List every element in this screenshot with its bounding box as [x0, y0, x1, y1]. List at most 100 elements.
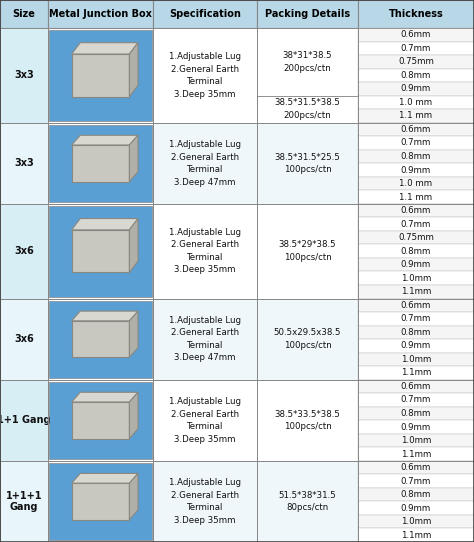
- Bar: [257, 28, 358, 95]
- Bar: [72, 145, 129, 182]
- Bar: [358, 339, 474, 353]
- Bar: [153, 0, 257, 28]
- Bar: [72, 402, 129, 438]
- Bar: [0, 122, 48, 204]
- Text: 0.6mm: 0.6mm: [401, 30, 431, 39]
- Bar: [153, 28, 257, 122]
- Bar: [0, 28, 48, 122]
- Bar: [358, 528, 474, 542]
- Bar: [48, 204, 153, 299]
- Text: 0.6mm: 0.6mm: [401, 382, 431, 391]
- Bar: [358, 326, 474, 339]
- Bar: [48, 461, 153, 542]
- Bar: [72, 54, 129, 96]
- Bar: [72, 230, 129, 273]
- Bar: [153, 122, 257, 204]
- Text: 38.5*33.5*38.5
100pcs/ctn: 38.5*33.5*38.5 100pcs/ctn: [274, 410, 340, 431]
- Bar: [0, 0, 48, 28]
- Bar: [358, 380, 474, 393]
- Bar: [358, 95, 474, 109]
- Text: 0.8mm: 0.8mm: [401, 490, 431, 499]
- Bar: [358, 0, 474, 28]
- Text: 0.9mm: 0.9mm: [401, 341, 431, 350]
- Bar: [358, 231, 474, 244]
- Text: 1.0 mm: 1.0 mm: [400, 179, 433, 188]
- Bar: [0, 299, 48, 380]
- Bar: [49, 382, 152, 459]
- Polygon shape: [129, 218, 138, 273]
- Bar: [48, 0, 153, 28]
- Bar: [358, 461, 474, 474]
- Text: Thickness: Thickness: [389, 9, 443, 19]
- Bar: [358, 366, 474, 380]
- Text: 0.9mm: 0.9mm: [401, 504, 431, 513]
- Polygon shape: [129, 136, 138, 182]
- Bar: [0, 461, 48, 542]
- Text: 38.5*29*38.5
100pcs/ctn: 38.5*29*38.5 100pcs/ctn: [279, 241, 337, 262]
- Text: 1.1mm: 1.1mm: [401, 449, 431, 459]
- Bar: [49, 300, 152, 378]
- Text: 1.0mm: 1.0mm: [401, 436, 431, 445]
- Polygon shape: [129, 311, 138, 357]
- Bar: [358, 55, 474, 69]
- Text: 38.5*31.5*38.5
200pcs/ctn: 38.5*31.5*38.5 200pcs/ctn: [274, 99, 340, 120]
- Bar: [358, 69, 474, 82]
- Bar: [358, 122, 474, 136]
- Bar: [358, 136, 474, 150]
- Text: 1.0mm: 1.0mm: [401, 517, 431, 526]
- Text: 1+1+1
Gang: 1+1+1 Gang: [6, 491, 42, 512]
- Bar: [358, 204, 474, 217]
- Bar: [358, 82, 474, 95]
- Text: Packing Details: Packing Details: [265, 9, 350, 19]
- Text: 3x6: 3x6: [14, 246, 34, 256]
- Bar: [0, 380, 48, 461]
- Bar: [257, 204, 358, 299]
- Text: 1+1 Gang: 1+1 Gang: [0, 415, 51, 425]
- Text: 51.5*38*31.5
80pcs/ctn: 51.5*38*31.5 80pcs/ctn: [279, 491, 337, 512]
- Bar: [48, 122, 153, 204]
- Bar: [358, 244, 474, 258]
- Bar: [257, 122, 358, 204]
- Text: 1.1mm: 1.1mm: [401, 531, 431, 540]
- Bar: [358, 353, 474, 366]
- Bar: [358, 488, 474, 501]
- Bar: [358, 474, 474, 488]
- Text: 0.9mm: 0.9mm: [401, 260, 431, 269]
- Text: 1.Adjustable Lug
2.General Earth
Terminal
3.Deep 35mm: 1.Adjustable Lug 2.General Earth Termina…: [169, 228, 241, 274]
- Text: 0.7mm: 0.7mm: [401, 44, 431, 53]
- Bar: [358, 190, 474, 204]
- Text: 0.6mm: 0.6mm: [401, 463, 431, 472]
- Text: 0.9mm: 0.9mm: [401, 85, 431, 93]
- Bar: [153, 380, 257, 461]
- Bar: [49, 463, 152, 540]
- Text: 3x3: 3x3: [14, 70, 34, 80]
- Bar: [49, 125, 152, 202]
- Bar: [72, 321, 129, 357]
- Bar: [358, 150, 474, 163]
- Bar: [257, 380, 358, 461]
- Polygon shape: [129, 43, 138, 96]
- Text: 1.Adjustable Lug
2.General Earth
Terminal
3.Deep 35mm: 1.Adjustable Lug 2.General Earth Termina…: [169, 478, 241, 525]
- Bar: [358, 420, 474, 434]
- Text: 0.7mm: 0.7mm: [401, 396, 431, 404]
- Text: 1.0mm: 1.0mm: [401, 355, 431, 364]
- Text: 38.5*31.5*25.5
100pcs/ctn: 38.5*31.5*25.5 100pcs/ctn: [274, 152, 340, 174]
- Bar: [358, 406, 474, 420]
- Bar: [358, 299, 474, 312]
- Bar: [49, 206, 152, 296]
- Text: Metal Junction Box: Metal Junction Box: [49, 9, 152, 19]
- Text: 1.0 mm: 1.0 mm: [400, 98, 433, 107]
- Text: 1.Adjustable Lug
2.General Earth
Terminal
3.Deep 35mm: 1.Adjustable Lug 2.General Earth Termina…: [169, 52, 241, 99]
- Text: 3x6: 3x6: [14, 334, 34, 344]
- Text: 0.7mm: 0.7mm: [401, 476, 431, 486]
- Bar: [358, 285, 474, 299]
- Text: 1.0mm: 1.0mm: [401, 274, 431, 283]
- Text: 0.7mm: 0.7mm: [401, 314, 431, 324]
- Bar: [358, 109, 474, 122]
- Text: 0.9mm: 0.9mm: [401, 165, 431, 175]
- Bar: [358, 501, 474, 515]
- Text: 0.7mm: 0.7mm: [401, 220, 431, 229]
- Polygon shape: [72, 43, 138, 54]
- Polygon shape: [72, 218, 138, 230]
- Text: 0.7mm: 0.7mm: [401, 138, 431, 147]
